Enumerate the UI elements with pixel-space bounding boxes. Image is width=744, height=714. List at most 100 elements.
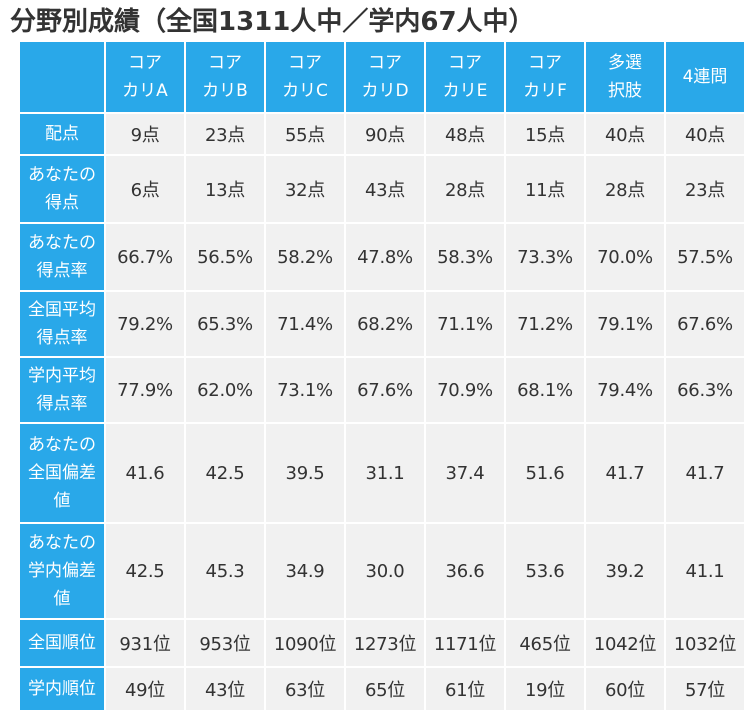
table-cell: 42.5 — [184, 422, 266, 524]
table-cell: 53.6 — [504, 522, 586, 620]
table-cell: 43点 — [344, 154, 426, 224]
table-cell: 62.0% — [184, 356, 266, 424]
table-cell: 1032位 — [664, 618, 744, 668]
table-cell: 11点 — [504, 154, 586, 224]
table-cell: 79.4% — [584, 356, 666, 424]
table-cell: 77.9% — [104, 356, 186, 424]
table-cell: 90点 — [344, 112, 426, 156]
table-cell: 31.1 — [344, 422, 426, 524]
table-cell: 67.6% — [664, 290, 744, 358]
table-cell: 73.3% — [504, 222, 586, 292]
table-row: あなたの 得点率 66.7% 56.5% 58.2% 47.8% 58.3% 73… — [18, 222, 744, 292]
row-header: あなたの 得点率 — [18, 222, 106, 292]
table-row: 配点 9点 23点 55点 90点 48点 15点 40点 40点 — [18, 112, 744, 156]
row-header: あなたの 得点 — [18, 154, 106, 224]
score-table: コア カリA コア カリB コア カリC コア カリD コア カリE コア カリF 多選 択肢… — [18, 40, 744, 712]
row-header: 学内順位 — [18, 666, 106, 712]
table-cell: 73.1% — [264, 356, 346, 424]
table-cell: 70.9% — [424, 356, 506, 424]
table-row: 全国平均 得点率 79.2% 65.3% 71.4% 68.2% 71.1% 71… — [18, 290, 744, 358]
table-cell: 61位 — [424, 666, 506, 712]
table-cell: 47.8% — [344, 222, 426, 292]
table-row: あなたの 学内偏差値 42.5 45.3 34.9 30.0 36.6 53.6 … — [18, 522, 744, 620]
table-cell: 41.1 — [664, 522, 744, 620]
table-row: あなたの 得点 6点 13点 32点 43点 28点 11点 28点 23点 — [18, 154, 744, 224]
table-cell: 23点 — [664, 154, 744, 224]
table-cell: 71.1% — [424, 290, 506, 358]
table-header-row: コア カリA コア カリB コア カリC コア カリD コア カリE コア カリF 多選 択肢… — [18, 40, 744, 114]
table-cell: 41.7 — [664, 422, 744, 524]
table-cell: 41.6 — [104, 422, 186, 524]
row-header: あなたの 全国偏差値 — [18, 422, 106, 524]
table-cell: 57位 — [664, 666, 744, 712]
table-cell: 39.2 — [584, 522, 666, 620]
table-cell: 51.6 — [504, 422, 586, 524]
table-cell: 79.1% — [584, 290, 666, 358]
table-cell: 953位 — [184, 618, 266, 668]
table-cell: 71.2% — [504, 290, 586, 358]
table-cell: 48点 — [424, 112, 506, 156]
table-cell: 15点 — [504, 112, 586, 156]
table-cell: 1042位 — [584, 618, 666, 668]
column-header: コア カリA — [104, 40, 186, 114]
table-cell: 9点 — [104, 112, 186, 156]
table-cell: 65.3% — [184, 290, 266, 358]
table-cell: 36.6 — [424, 522, 506, 620]
column-header: コア カリC — [264, 40, 346, 114]
table-row: 学内順位 49位 43位 63位 65位 61位 19位 60位 57位 — [18, 666, 744, 712]
table-cell: 57.5% — [664, 222, 744, 292]
table-cell: 68.2% — [344, 290, 426, 358]
table-cell: 1171位 — [424, 618, 506, 668]
table-cell: 70.0% — [584, 222, 666, 292]
table-cell: 66.3% — [664, 356, 744, 424]
table-cell: 465位 — [504, 618, 586, 668]
table-cell: 42.5 — [104, 522, 186, 620]
column-header: コア カリF — [504, 40, 586, 114]
table-cell: 28点 — [584, 154, 666, 224]
table-cell: 40点 — [584, 112, 666, 156]
header-corner — [18, 40, 106, 114]
table-cell: 71.4% — [264, 290, 346, 358]
table-cell: 34.9 — [264, 522, 346, 620]
table-cell: 55点 — [264, 112, 346, 156]
table-cell: 49位 — [104, 666, 186, 712]
table-cell: 41.7 — [584, 422, 666, 524]
row-header: 全国順位 — [18, 618, 106, 668]
table-cell: 63位 — [264, 666, 346, 712]
table-cell: 1273位 — [344, 618, 426, 668]
table-cell: 32点 — [264, 154, 346, 224]
column-header: コア カリB — [184, 40, 266, 114]
page-title: 分野別成績（全国1311人中／学内67人中） — [10, 7, 535, 37]
table-cell: 45.3 — [184, 522, 266, 620]
table-cell: 19位 — [504, 666, 586, 712]
table-cell: 13点 — [184, 154, 266, 224]
table-cell: 28点 — [424, 154, 506, 224]
table-cell: 43位 — [184, 666, 266, 712]
column-header: 多選 択肢 — [584, 40, 666, 114]
table-cell: 79.2% — [104, 290, 186, 358]
table-cell: 6点 — [104, 154, 186, 224]
table-cell: 65位 — [344, 666, 426, 712]
table-cell: 30.0 — [344, 522, 426, 620]
column-header: 4連問 — [664, 40, 744, 114]
table-cell: 56.5% — [184, 222, 266, 292]
column-header: コア カリE — [424, 40, 506, 114]
table-cell: 58.3% — [424, 222, 506, 292]
table-cell: 68.1% — [504, 356, 586, 424]
column-header: コア カリD — [344, 40, 426, 114]
table-cell: 931位 — [104, 618, 186, 668]
table-cell: 23点 — [184, 112, 266, 156]
row-header: 配点 — [18, 112, 106, 156]
table-row: 全国順位 931位 953位 1090位 1273位 1171位 465位 10… — [18, 618, 744, 668]
row-header: 学内平均 得点率 — [18, 356, 106, 424]
row-header: あなたの 学内偏差値 — [18, 522, 106, 620]
table-cell: 39.5 — [264, 422, 346, 524]
table-cell: 37.4 — [424, 422, 506, 524]
table-cell: 58.2% — [264, 222, 346, 292]
table-row: 学内平均 得点率 77.9% 62.0% 73.1% 67.6% 70.9% 68… — [18, 356, 744, 424]
row-header: 全国平均 得点率 — [18, 290, 106, 358]
table-cell: 1090位 — [264, 618, 346, 668]
table-cell: 66.7% — [104, 222, 186, 292]
table-row: あなたの 全国偏差値 41.6 42.5 39.5 31.1 37.4 51.6 … — [18, 422, 744, 524]
table-cell: 40点 — [664, 112, 744, 156]
